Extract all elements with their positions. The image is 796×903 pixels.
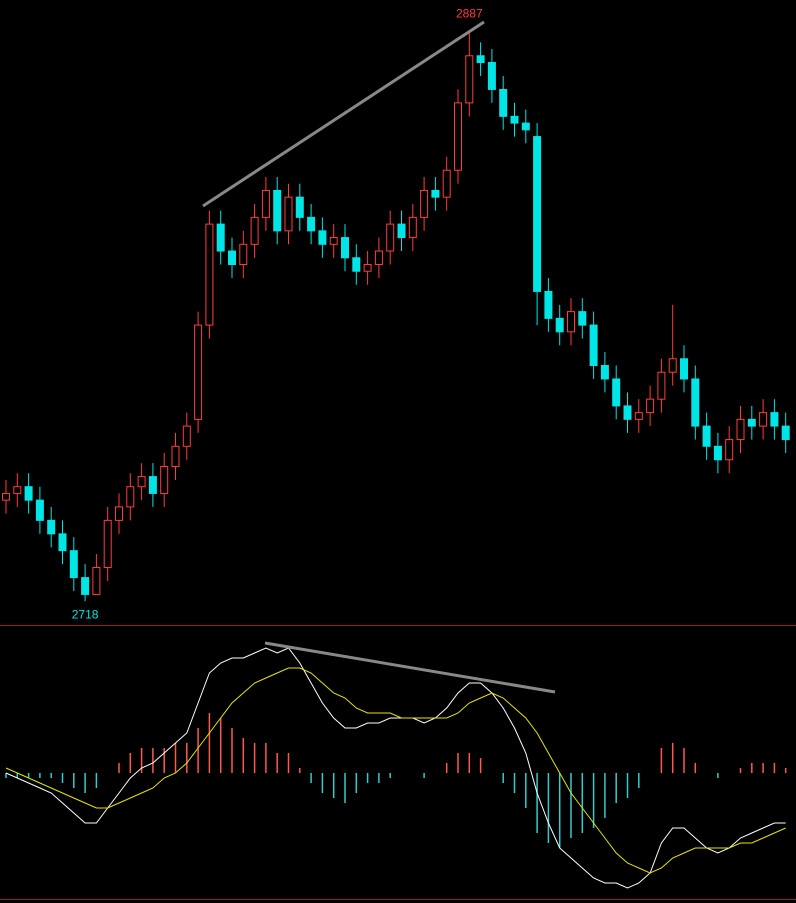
- candle-body: [205, 223, 214, 326]
- candle-body: [612, 378, 621, 407]
- candle-body: [476, 55, 485, 63]
- candle-body: [58, 533, 67, 552]
- candle-body: [2, 492, 10, 501]
- dif-line: [5, 647, 786, 889]
- candle-body: [137, 476, 146, 488]
- candle-body: [103, 519, 112, 568]
- candle-body: [499, 88, 508, 117]
- candle-body: [171, 445, 180, 467]
- candle-body: [510, 115, 519, 124]
- candle-body: [555, 317, 564, 333]
- candle-body: [216, 223, 225, 252]
- candle-body: [115, 506, 123, 521]
- candle-body: [487, 62, 496, 90]
- candle-body: [657, 371, 666, 400]
- candle-body: [623, 405, 632, 420]
- candle-body: [273, 189, 282, 232]
- candle-body: [92, 567, 101, 595]
- candle-body: [194, 324, 203, 420]
- candle-body: [329, 237, 338, 245]
- candle-body: [544, 290, 553, 319]
- candle-body: [600, 365, 609, 380]
- candle-body: [431, 189, 440, 198]
- candle-body: [126, 486, 135, 508]
- trend-line: [264, 641, 556, 694]
- candle-body: [691, 378, 700, 427]
- candle-body: [747, 418, 756, 427]
- candle-body: [295, 196, 304, 218]
- candle-body: [352, 257, 361, 272]
- candle-body: [81, 577, 90, 595]
- candle-body: [35, 499, 44, 521]
- candle-body: [533, 136, 542, 292]
- candle-body: [13, 486, 22, 494]
- candle-body: [770, 412, 779, 427]
- candle-body: [420, 189, 429, 218]
- candle-body: [228, 250, 236, 266]
- candle-body: [454, 102, 462, 171]
- candle-body: [646, 398, 655, 414]
- candle-body: [307, 216, 316, 232]
- candle-body: [702, 425, 711, 447]
- candle-body: [589, 324, 598, 367]
- candle-body: [567, 311, 575, 333]
- candle-body: [521, 122, 530, 131]
- candle-body: [736, 418, 745, 441]
- trend-line: [202, 20, 485, 208]
- candle-body: [759, 412, 768, 427]
- candle-body: [668, 358, 677, 373]
- candle-body: [261, 189, 270, 218]
- candle-body: [781, 425, 790, 441]
- candle-body: [397, 223, 406, 239]
- candle-body: [284, 196, 293, 232]
- dea-line: [5, 667, 786, 874]
- candle-body: [465, 55, 474, 104]
- candle-body: [318, 230, 327, 245]
- candle-body: [634, 412, 643, 420]
- candle-body: [725, 439, 734, 461]
- candle-body: [713, 445, 722, 461]
- candle-body: [160, 466, 169, 494]
- candle-body: [680, 358, 688, 380]
- low-label: 2718: [72, 607, 99, 621]
- candle-body: [182, 425, 191, 447]
- candle-body: [408, 216, 417, 239]
- candle-body: [69, 550, 78, 579]
- candle-body: [47, 519, 56, 535]
- candle-body: [374, 250, 383, 266]
- candle-body: [24, 486, 33, 501]
- candle-body: [386, 223, 395, 252]
- candle-body: [148, 476, 157, 494]
- candle-body: [239, 243, 248, 266]
- candle-body: [341, 237, 349, 259]
- candle-body: [250, 216, 259, 245]
- candle-body: [442, 169, 451, 198]
- candle-body: [363, 264, 372, 272]
- candle-body: [578, 311, 587, 326]
- high-label: 2887: [456, 6, 483, 20]
